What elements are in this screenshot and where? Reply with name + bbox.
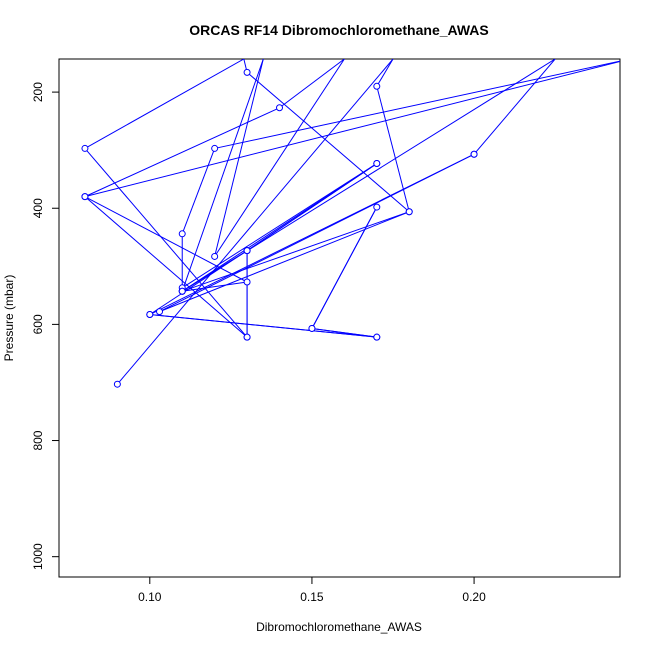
data-point	[156, 308, 164, 316]
series-line-segment	[84, 148, 248, 338]
series-line-segment	[84, 107, 280, 198]
series-line-segment	[214, 60, 620, 149]
data-point	[81, 193, 89, 201]
chart-title: ORCAS RF14 Dibromochloromethane_AWAS	[189, 22, 489, 38]
data-point	[178, 230, 186, 238]
y-tick-label: 200	[31, 82, 45, 102]
data-point	[243, 333, 251, 341]
series-line-segment	[159, 153, 475, 313]
data-point	[243, 247, 251, 255]
data-point	[243, 68, 251, 76]
data-point	[308, 324, 316, 332]
series-line-segment	[84, 196, 248, 338]
data-point	[470, 150, 478, 158]
data-point	[373, 82, 381, 90]
series-line-segment	[182, 281, 248, 292]
series-line-segment	[116, 59, 394, 385]
series-line-segment	[279, 59, 345, 109]
data-point	[146, 311, 154, 319]
series-line-segment	[246, 163, 378, 252]
data-point	[405, 208, 413, 216]
x-tick-label: 0.15	[300, 590, 324, 604]
y-tick-label: 400	[31, 198, 45, 218]
x-axis-label: Dibromochloromethane_AWAS	[256, 620, 422, 634]
data-point	[373, 333, 381, 341]
series-line-segment	[181, 163, 378, 289]
y-tick-label: 1000	[31, 543, 45, 570]
series-line-segment	[246, 71, 410, 213]
series-line-segment	[84, 60, 620, 198]
data-point	[373, 203, 381, 211]
data-point	[113, 380, 121, 388]
data-point	[243, 278, 251, 286]
series-line-segment	[376, 59, 394, 87]
series-line-segment	[214, 59, 345, 257]
x-tick-label: 0.20	[462, 590, 486, 604]
data-point	[211, 144, 219, 152]
series-line-segment	[84, 196, 248, 283]
y-axis-label: Pressure (mbar)	[2, 275, 16, 362]
series-line-segment	[181, 59, 556, 292]
plot-frame	[58, 58, 621, 578]
data-point	[178, 287, 186, 295]
series-line-segment	[149, 314, 377, 338]
data-point	[81, 144, 89, 152]
series-line-segment	[376, 86, 410, 212]
x-tick-label: 0.10	[138, 590, 162, 604]
series-line-segment	[84, 59, 245, 149]
data-layer	[81, 59, 620, 388]
data-point	[211, 252, 219, 260]
series-line-segment	[181, 59, 264, 292]
y-tick-label: 800	[31, 430, 45, 450]
series-line-segment	[473, 59, 556, 155]
series-line-segment	[181, 148, 216, 234]
series-line-segment	[182, 211, 410, 292]
data-point	[276, 104, 284, 112]
series-line-segment	[311, 206, 378, 329]
series-line-segment	[214, 59, 264, 257]
plot-area: 0.10 0.15 0.20 200 400 600 800 1000	[31, 58, 621, 604]
data-point	[373, 160, 381, 168]
y-tick-label: 600	[31, 314, 45, 334]
series-line-segment	[159, 211, 410, 313]
